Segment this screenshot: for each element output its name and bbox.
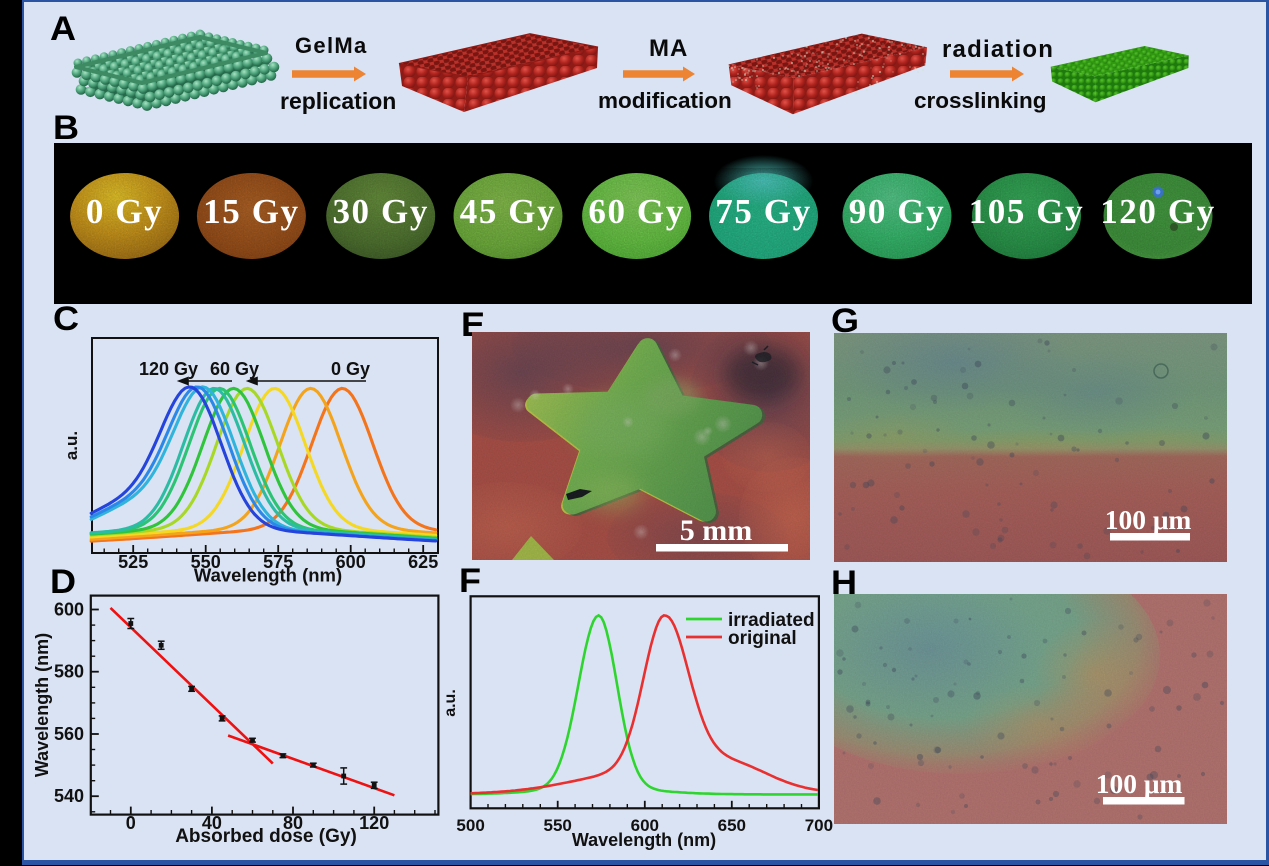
svg-text:100 μm: 100 μm [1105, 504, 1192, 535]
svg-text:560: 560 [54, 724, 84, 744]
svg-text:30 Gy: 30 Gy [332, 192, 428, 231]
svg-text:120 Gy: 120 Gy [1100, 192, 1216, 231]
svg-text:0 Gy: 0 Gy [331, 359, 370, 379]
svg-text:Wavelength (nm): Wavelength (nm) [35, 633, 52, 777]
svg-text:540: 540 [54, 786, 84, 806]
svg-text:600: 600 [54, 600, 84, 620]
svg-text:0 Gy: 0 Gy [86, 192, 163, 231]
svg-text:120 Gy: 120 Gy [139, 359, 198, 379]
svg-text:5 mm: 5 mm [680, 514, 752, 547]
svg-text:Wavelength (nm): Wavelength (nm) [572, 830, 716, 850]
svg-text:625: 625 [408, 552, 438, 572]
svg-text:40: 40 [202, 813, 222, 833]
svg-text:600: 600 [631, 816, 659, 835]
svg-text:550: 550 [544, 816, 572, 835]
svg-text:500: 500 [456, 816, 484, 835]
svg-text:60 Gy: 60 Gy [210, 359, 259, 379]
svg-text:600: 600 [336, 552, 366, 572]
svg-text:575: 575 [263, 552, 293, 572]
svg-text:80: 80 [283, 813, 303, 833]
svg-text:45 Gy: 45 Gy [460, 192, 556, 231]
svg-text:100 μm: 100 μm [1096, 768, 1183, 799]
svg-text:Absorbed dose (Gy): Absorbed dose (Gy) [175, 826, 357, 847]
svg-text:60 Gy: 60 Gy [588, 192, 684, 231]
svg-text:a.u.: a.u. [62, 431, 81, 460]
svg-text:580: 580 [54, 662, 84, 682]
svg-text:525: 525 [118, 552, 148, 572]
svg-text:15 Gy: 15 Gy [203, 192, 299, 231]
svg-text:700: 700 [805, 816, 833, 835]
svg-text:650: 650 [718, 816, 746, 835]
svg-text:Wavelength (nm): Wavelength (nm) [194, 565, 342, 586]
svg-text:0: 0 [126, 813, 136, 833]
svg-text:550: 550 [191, 552, 221, 572]
svg-text:90 Gy: 90 Gy [849, 192, 945, 231]
svg-text:105 Gy: 105 Gy [969, 192, 1085, 231]
svg-text:120: 120 [359, 813, 389, 833]
svg-text:a.u.: a.u. [442, 689, 459, 717]
svg-text:irradiated: irradiated [728, 610, 815, 631]
svg-text:original: original [728, 628, 797, 649]
svg-text:75 Gy: 75 Gy [715, 192, 811, 231]
